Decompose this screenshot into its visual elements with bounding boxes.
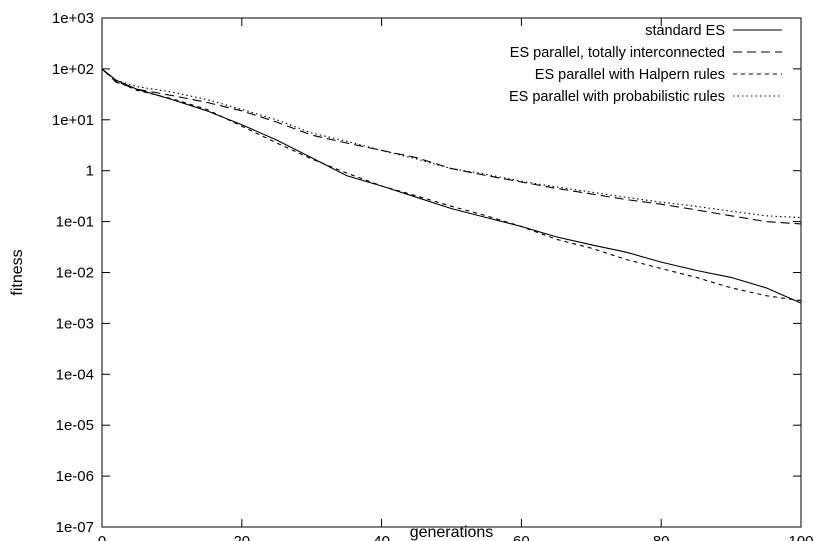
plot-frame [101, 17, 802, 528]
legend-label: standard ES [645, 23, 725, 39]
x-tick-label: 40 [373, 533, 390, 541]
series-line-2 [101, 68, 802, 225]
tick-layer: 0 20 40 60 80 100 1e+03 1e+02 1e+01 1 1e-01 1e-02 1e… [52, 10, 814, 541]
x-axis-label: generations [410, 524, 494, 541]
legend-label: ES parallel with Halpern rules [535, 67, 725, 83]
y-tick-label: 1e+02 [52, 61, 94, 78]
x-tick-label: 0 [98, 533, 106, 541]
series-line-1 [101, 68, 802, 304]
series-line-4 [101, 68, 802, 219]
y-tick-label: 1 [86, 163, 94, 180]
x-tick-label: 20 [233, 533, 250, 541]
y-tick-label: 1e-01 [56, 214, 94, 231]
y-tick-label: 1e+01 [52, 112, 94, 129]
legend-label: ES parallel, totally interconnected [510, 45, 725, 61]
y-axis-label: fitness [9, 249, 26, 295]
x-tick-label: 60 [513, 533, 530, 541]
x-tick-label: 80 [653, 533, 670, 541]
y-tick-label: 1e+03 [52, 10, 94, 27]
y-tick-label: 1e-06 [56, 468, 94, 485]
y-tick-label: 1e-05 [56, 417, 94, 434]
y-tick-label: 1e-03 [56, 315, 94, 332]
legend: standard ES ES parallel, totally intercon… [509, 23, 782, 105]
y-tick-label: 1e-07 [56, 519, 94, 536]
y-tick-label: 1e-02 [56, 265, 94, 282]
series-layer [101, 68, 802, 304]
legend-label: ES parallel with probabilistic rules [509, 89, 725, 105]
y-tick-label: 1e-04 [56, 366, 94, 383]
x-tick-label: 100 [788, 533, 813, 541]
